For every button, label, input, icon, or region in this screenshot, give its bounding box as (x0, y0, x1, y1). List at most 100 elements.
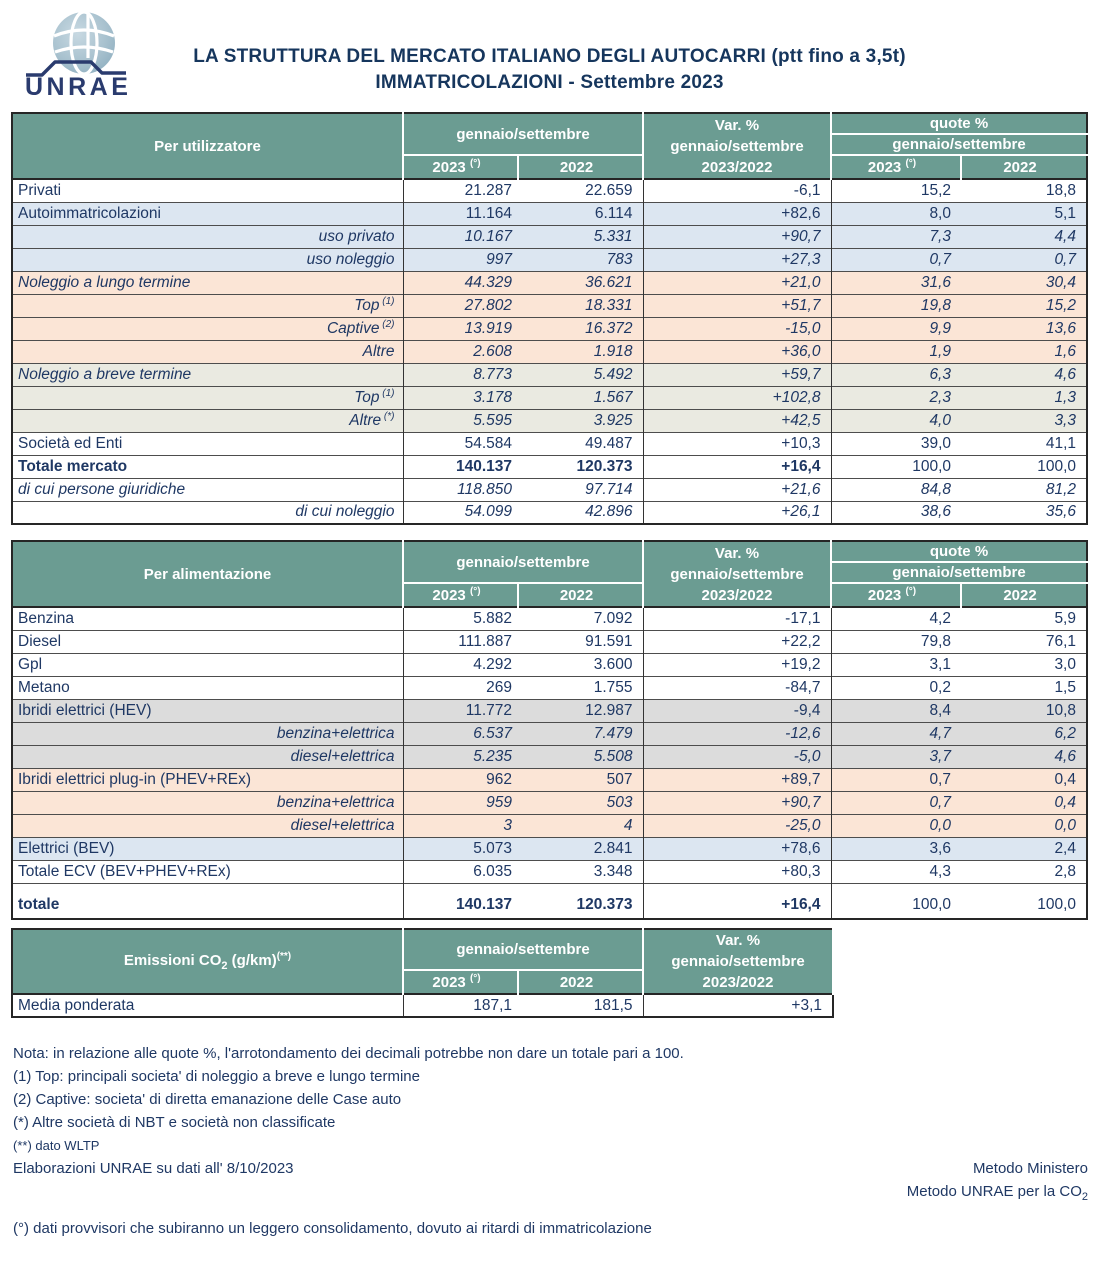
cell-value: -17,1 (643, 606, 832, 630)
unrae-logo: UNRAE (25, 10, 130, 98)
row-label: Metano (12, 675, 404, 699)
table-row: diesel+elettrica 5.235 5.508 -5,0 3,7 4,6 (12, 744, 1087, 768)
cell-value: 2,4 (961, 836, 1087, 860)
table-row: Ibridi elettrici plug-in (PHEV+REx) 962 50… (12, 767, 1087, 791)
cell-value: 5.882 (403, 606, 518, 630)
cell-value: +26,1 (643, 500, 832, 524)
cell-value: 2,8 (961, 859, 1087, 883)
table-row: Totale mercato 140.137 120.373 +16,4 100,0 10… (12, 454, 1087, 478)
row-label: Totale mercato (12, 454, 404, 478)
report-title: LA STRUTTURA DEL MERCATO ITALIANO DEGLI … (0, 0, 1099, 96)
cell-value: +21,6 (643, 477, 832, 501)
row-label: uso privato (12, 224, 404, 248)
cell-value: 783 (518, 247, 644, 271)
cell-value: 0,0 (831, 813, 961, 837)
footnote-line: (**) dato WLTP (13, 1134, 1088, 1157)
variation-header-line: 2023/2022 (701, 158, 773, 176)
car-icon (26, 60, 126, 77)
cell-value: 2.841 (518, 836, 644, 860)
cell-value: 0,2 (831, 675, 961, 699)
table-row: Privati 21.287 22.659 -6,1 15,2 18,8 (12, 178, 1087, 202)
footnote-line: Metodo UNRAE per la CO2 (13, 1180, 1088, 1209)
cell-value: 21.287 (403, 178, 518, 202)
subheader-2022: 2022 (518, 583, 644, 607)
cell-value: 16.372 (518, 316, 644, 340)
table-row: Top (1) 3.178 1.567 +102,8 2,3 1,3 (12, 385, 1087, 409)
title-line-1: LA STRUTTURA DEL MERCATO ITALIANO DEGLI … (193, 46, 906, 67)
cell-value: 3 (403, 813, 518, 837)
cell-value: 54.584 (403, 431, 518, 455)
row-label: Totale ECV (BEV+PHEV+REx) (12, 859, 404, 883)
globe-icon (53, 10, 115, 76)
footnote-text: Nota: in relazione alle quote %, l'arrot… (13, 1045, 684, 1062)
table-row: Metano 269 1.755 -84,7 0,2 1,5 (12, 675, 1087, 699)
cell-value: 15,2 (961, 293, 1087, 317)
row-label: Benzina (12, 606, 404, 630)
cell-value: 79,8 (831, 629, 961, 653)
footnote-text: (1) Top: principali societa' di noleggio… (13, 1068, 420, 1085)
cell-value: 27.802 (403, 293, 518, 317)
table-row: uso privato 10.167 5.331 +90,7 7,3 4,4 (12, 224, 1087, 248)
variation-header-line: 2023/2022 (701, 586, 773, 604)
row-label: uso noleggio (12, 247, 404, 271)
table-row: Diesel 111.887 91.591 +22,2 79,8 76,1 (12, 629, 1087, 653)
cell-value: 76,1 (961, 629, 1087, 653)
table-row: Noleggio a lungo termine 44.329 36.621 +21,… (12, 270, 1087, 294)
row-label: Ibridi elettrici (HEV) (12, 698, 404, 722)
table-row: di cui noleggio 54.099 42.896 +26,1 38,6 35,6 (12, 500, 1087, 524)
cell-value: 13.919 (403, 316, 518, 340)
subheader-2022: 2022 (518, 155, 644, 179)
variation-header-line: 2023/2022 (702, 974, 774, 991)
cell-value: +80,3 (643, 859, 832, 883)
row-label: Autoimmatricolazioni (12, 201, 404, 225)
table-row: Altre (*) 5.595 3.925 +42,5 4,0 3,3 (12, 408, 1087, 432)
logo-text: UNRAE (25, 73, 130, 98)
cell-value: 5.595 (403, 408, 518, 432)
cell-value: 84,8 (831, 477, 961, 501)
variation-header-line: Var. % (714, 116, 760, 134)
row-label: Gpl (12, 652, 404, 676)
column-header-quote-period: gennaio/settembre (831, 134, 1087, 156)
column-header-variation: Var. % gennaio/settembre 2023/2022 (642, 113, 832, 179)
footnote-line: Nota: in relazione alle quote %, l'arrot… (13, 1042, 1088, 1065)
table-row: uso noleggio 997 783 +27,3 0,7 0,7 (12, 247, 1087, 271)
footnote-text: (2) Captive: societa' di diretta emanazi… (13, 1091, 402, 1108)
cell-value: +22,2 (643, 629, 832, 653)
row-label: Captive (2) (12, 316, 404, 340)
cell-value: 5,9 (961, 606, 1087, 630)
cell-value: 39,0 (831, 431, 961, 455)
table-emissioni-co2: Emissioni CO2 (g/km)(**) gennaio/settembr… (11, 928, 834, 1018)
cell-value: -6,1 (643, 178, 832, 202)
cell-value: 269 (403, 675, 518, 699)
table-row: totale 140.137 120.373 +16,4 100,0 100,0 (12, 882, 1087, 919)
cell-value: 4,4 (961, 224, 1087, 248)
cell-value: 3.178 (403, 385, 518, 409)
cell-value: 4,7 (831, 721, 961, 745)
cell-value: 5.492 (518, 362, 644, 386)
row-label: di cui persone giuridiche (12, 477, 404, 501)
cell-value: -12,6 (643, 721, 832, 745)
cell-value: 5,1 (961, 201, 1087, 225)
cell-value: 10,8 (961, 698, 1087, 722)
cell-value: +27,3 (643, 247, 832, 271)
table-per-alimentazione: Per alimentazione gennaio/settembre Var. %… (11, 540, 1088, 920)
cell-value: +102,8 (643, 385, 832, 409)
cell-value: +36,0 (643, 339, 832, 363)
column-header-variation: Var. % gennaio/settembre 2023/2022 (642, 929, 834, 994)
subheader-quote-2023: 2023 (°) (831, 583, 962, 607)
header-row: Per alimentazione gennaio/settembre Var. %… (12, 541, 1087, 607)
cell-value: +3,1 (643, 993, 833, 1017)
cell-value: +89,7 (643, 767, 832, 791)
cell-value: 3,3 (961, 408, 1087, 432)
cell-value: +90,7 (643, 224, 832, 248)
table-row: Altre 2.608 1.918 +36,0 1,9 1,6 (12, 339, 1087, 363)
cell-value: 6.035 (403, 859, 518, 883)
cell-value: 8,0 (831, 201, 961, 225)
cell-value: 31,6 (831, 270, 961, 294)
row-label: Diesel (12, 629, 404, 653)
cell-value: 3,7 (831, 744, 961, 768)
tables-area: Per utilizzatore gennaio/settembre Var. % g… (11, 112, 1099, 1018)
cell-value: 140.137 (403, 454, 518, 478)
cell-value: 7,3 (831, 224, 961, 248)
cell-value: 22.659 (518, 178, 644, 202)
